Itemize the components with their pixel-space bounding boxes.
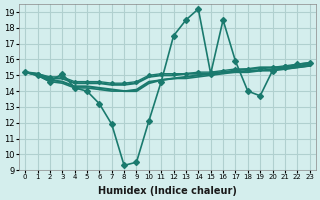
- X-axis label: Humidex (Indice chaleur): Humidex (Indice chaleur): [98, 186, 237, 196]
